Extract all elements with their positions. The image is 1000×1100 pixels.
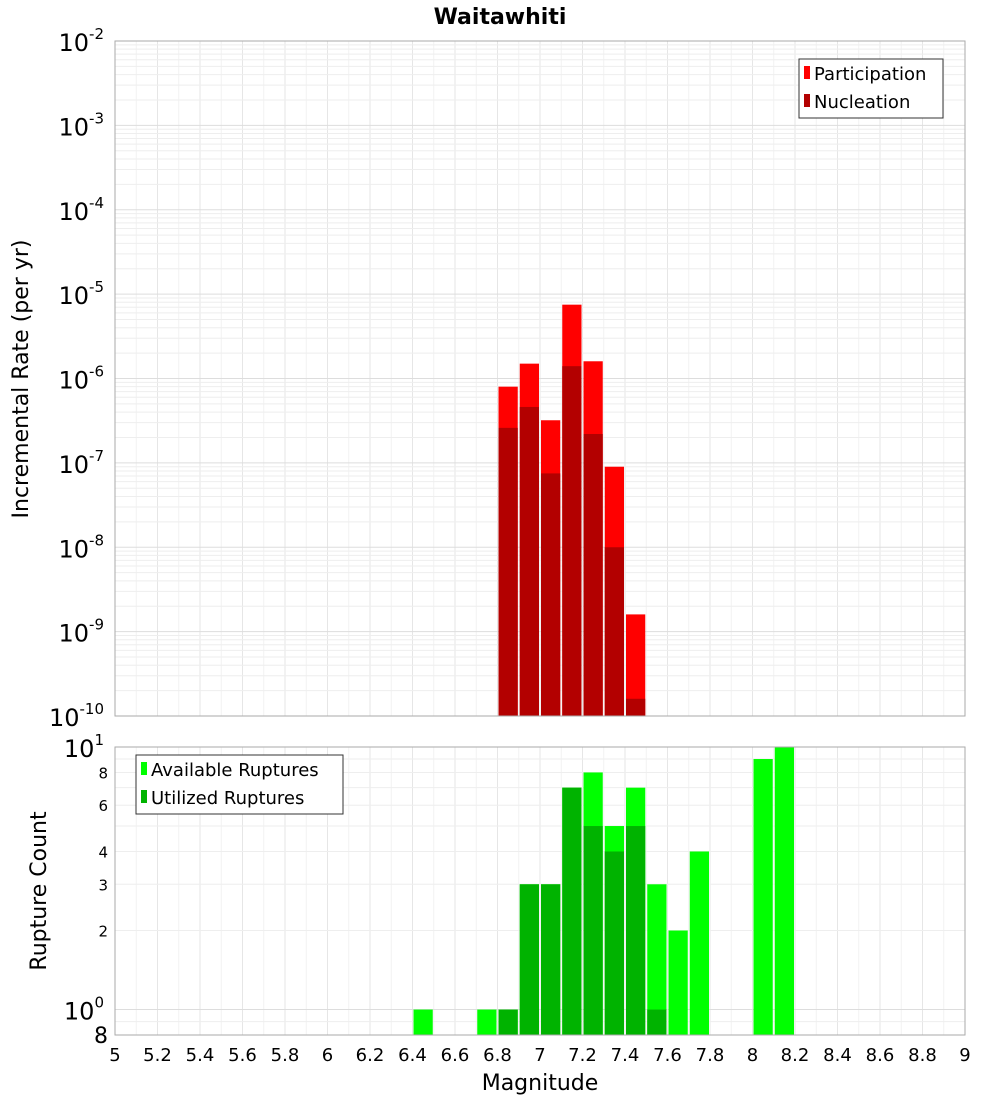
bottom-plot-border [114, 746, 966, 1036]
chart-title: Waitawhiti [434, 5, 567, 30]
x-tick-label: 8.6 [866, 1045, 895, 1066]
x-tick-label: 5.8 [271, 1045, 300, 1066]
top-y-tick-label: 10-6 [58, 363, 104, 395]
top-y-ticks: 10-2 10-3 10-4 10-5 10-6 10-7 10-8 10-9 10-10 [49, 25, 104, 732]
top-y-tick-label: 10-5 [58, 278, 104, 310]
legend-swatch [804, 66, 810, 79]
x-tick-label: 5.6 [228, 1045, 257, 1066]
legend-label: Participation [814, 64, 926, 85]
x-tick-label: 5 [109, 1045, 120, 1066]
top-y-tick-label: 10-7 [58, 447, 104, 479]
x-tick-label: 5.2 [143, 1045, 172, 1066]
bottom-y-tick-label: 101 [64, 731, 104, 763]
top-grid [114, 41, 966, 717]
legend-label: Nucleation [814, 92, 910, 113]
x-tick-label: 6 [322, 1045, 333, 1066]
legend-swatch [804, 94, 810, 107]
top-y-tick-label: 10-2 [58, 25, 104, 57]
nucleation-bar [519, 406, 539, 716]
bottom-y-minor-tick-label: 6 [98, 797, 108, 815]
top-plot-border [114, 40, 966, 717]
available-ruptures-bar [647, 884, 667, 1035]
nucleation-bar [626, 698, 646, 716]
bottom-y-axis-label: Rupture Count [27, 811, 52, 971]
legend-box [798, 58, 944, 119]
nucleation-bar [498, 427, 518, 716]
available-ruptures-bar [774, 747, 794, 1035]
top-y-tick-label: 10-9 [58, 616, 104, 648]
x-tick-label: 8.4 [823, 1045, 852, 1066]
x-axis-label: Magnitude [482, 1071, 599, 1096]
utilized-ruptures-bar [541, 884, 561, 1035]
available-ruptures-bar [753, 759, 773, 1035]
x-tick-label: 6.2 [356, 1045, 385, 1066]
utilized-ruptures-bar [583, 826, 603, 1035]
utilized-ruptures-bar [562, 787, 582, 1035]
nucleation-bar [562, 366, 582, 716]
top-y-axis-label: Incremental Rate (per yr) [9, 240, 34, 519]
x-tick-label: 8.8 [908, 1045, 937, 1066]
x-tick-label: 8.2 [781, 1045, 810, 1066]
x-tick-label: 7 [534, 1045, 545, 1066]
participation-bar [626, 614, 646, 716]
legend-label: Available Ruptures [151, 760, 319, 781]
available-ruptures-bar [668, 930, 688, 1035]
nucleation-bar [604, 547, 624, 716]
x-tick-label: 7.6 [653, 1045, 682, 1066]
x-tick-label: 6.4 [398, 1045, 427, 1066]
bottom-y-tick-label: 100 [64, 994, 104, 1026]
top-legend: Participation Nucleation [798, 58, 944, 119]
x-tick-label: 7.4 [611, 1045, 640, 1066]
legend-swatch [141, 762, 147, 775]
utilized-ruptures-bar [498, 1009, 518, 1035]
legend-label: Utilized Ruptures [151, 788, 304, 809]
top-panel: 10-2 10-3 10-4 10-5 10-6 10-7 10-8 10-9 10-10 In… [9, 25, 966, 732]
utilized-ruptures-bar [626, 826, 646, 1035]
top-bars [498, 304, 646, 716]
x-tick-label: 7.2 [568, 1045, 597, 1066]
top-y-tick-label: 10-8 [58, 531, 104, 563]
bottom-y-minor-tick-label: 4 [98, 843, 108, 861]
x-tick-label: 9 [959, 1045, 970, 1066]
top-y-tick-label: 10-4 [58, 194, 104, 226]
bottom-y-minor-tick-label: 3 [98, 876, 108, 894]
available-ruptures-bar [413, 1009, 433, 1035]
bottom-legend: Available Ruptures Utilized Ruptures [135, 754, 344, 815]
nucleation-bar [583, 433, 603, 716]
top-y-tick-label: 10-10 [49, 700, 104, 732]
utilized-ruptures-bar [604, 851, 624, 1035]
x-tick-label: 5.4 [186, 1045, 215, 1066]
utilized-ruptures-bar [647, 1009, 667, 1035]
available-ruptures-bar [477, 1009, 497, 1035]
x-axis-ticks: 5 5.2 5.4 5.6 5.8 6 6.2 6.4 6.6 6.8 7 7.2 7.4 7.6 7.8 8… [109, 1045, 970, 1066]
bottom-y-minor-tick-label: 8 [94, 1024, 108, 1049]
x-tick-label: 6.8 [483, 1045, 512, 1066]
x-tick-label: 8 [747, 1045, 758, 1066]
legend-box [135, 754, 344, 815]
x-tick-label: 7.8 [696, 1045, 725, 1066]
available-ruptures-bar [689, 851, 709, 1035]
legend-swatch [141, 790, 147, 803]
x-tick-label: 6.6 [441, 1045, 470, 1066]
utilized-ruptures-bar [519, 884, 539, 1035]
nucleation-bar [541, 473, 561, 716]
bottom-y-minor-tick-label: 8 [98, 764, 108, 782]
bottom-y-minor-tick-label: 2 [98, 923, 108, 941]
bottom-bars [413, 747, 794, 1035]
top-y-tick-label: 10-3 [58, 109, 104, 141]
